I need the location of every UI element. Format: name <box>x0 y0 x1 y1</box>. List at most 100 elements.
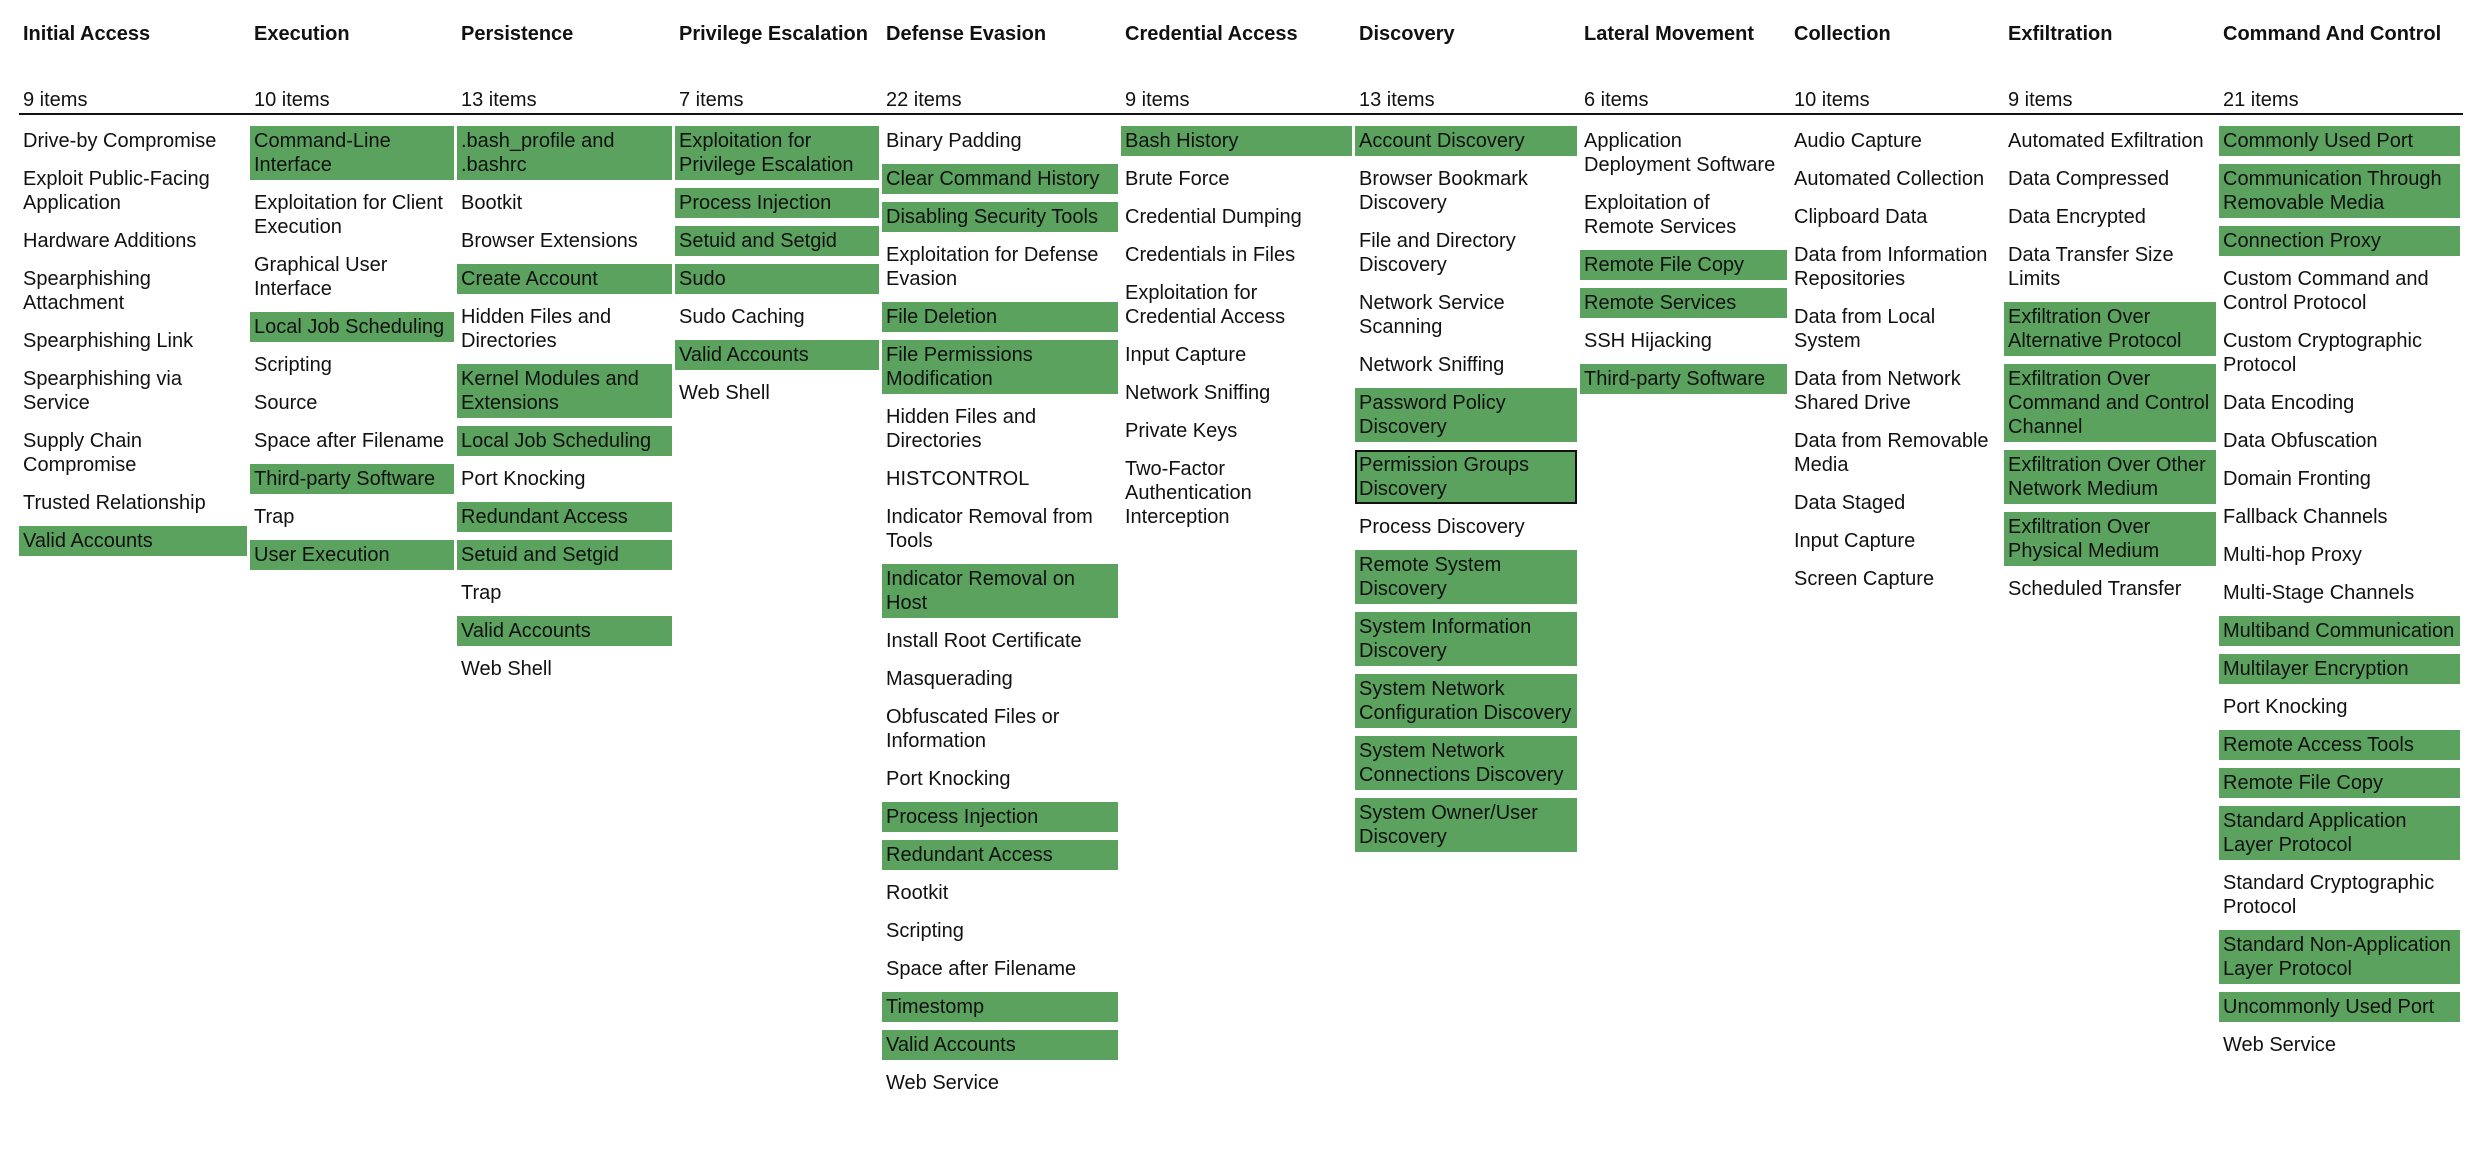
technique-cell[interactable]: Port Knocking <box>461 468 586 490</box>
technique-cell[interactable]: Exploit Public-Facing Application <box>23 168 210 214</box>
technique-cell[interactable]: Web Shell <box>461 658 552 680</box>
technique-cell[interactable]: Exfiltration Over Other Network Medium <box>2004 450 2216 504</box>
technique-cell[interactable]: Exfiltration Over Command and Control Ch… <box>2004 364 2216 442</box>
technique-cell[interactable]: Data Transfer Size Limits <box>2008 244 2174 290</box>
technique-cell[interactable]: Data Staged <box>1794 492 1906 514</box>
technique-cell[interactable]: Source <box>254 392 318 414</box>
technique-cell[interactable]: Third-party Software <box>1580 364 1787 394</box>
technique-cell[interactable]: Valid Accounts <box>882 1030 1118 1060</box>
technique-cell[interactable]: System Information Discovery <box>1355 612 1577 666</box>
technique-cell[interactable]: Trusted Relationship <box>23 492 206 514</box>
technique-cell[interactable]: Sudo <box>675 264 879 294</box>
technique-cell[interactable]: Local Job Scheduling <box>250 312 454 342</box>
technique-cell[interactable]: Remote Services <box>1580 288 1787 318</box>
technique-cell[interactable]: Install Root Certificate <box>886 630 1082 652</box>
technique-cell[interactable]: Communication Through Removable Media <box>2219 164 2460 218</box>
technique-cell[interactable]: Multi-hop Proxy <box>2223 544 2362 566</box>
technique-cell[interactable]: Clear Command History <box>882 164 1118 194</box>
technique-cell[interactable]: Kernel Modules and Extensions <box>457 364 672 418</box>
technique-cell[interactable]: File and Directory Discovery <box>1359 230 1516 276</box>
technique-cell[interactable]: Binary Padding <box>886 130 1022 152</box>
technique-cell[interactable]: Audio Capture <box>1794 130 1922 152</box>
technique-cell[interactable]: Credentials in Files <box>1125 244 1296 266</box>
technique-cell[interactable]: Password Policy Discovery <box>1355 388 1577 442</box>
technique-cell[interactable]: System Network Connections Discovery <box>1355 736 1577 790</box>
technique-cell[interactable]: Permission Groups Discovery <box>1355 450 1577 504</box>
technique-cell[interactable]: Obfuscated Files or Information <box>886 706 1060 752</box>
technique-cell[interactable]: Application Deployment Software <box>1584 130 1776 176</box>
technique-cell[interactable]: Hardware Additions <box>23 230 197 252</box>
technique-cell[interactable]: .bash_profile and .bashrc <box>457 126 672 180</box>
technique-cell[interactable]: Two-Factor Authentication Interception <box>1125 458 1252 528</box>
technique-cell[interactable]: Command-Line Interface <box>250 126 454 180</box>
technique-cell[interactable]: Network Sniffing <box>1359 354 1505 376</box>
technique-cell[interactable]: Process Discovery <box>1359 516 1525 538</box>
technique-cell[interactable]: Bootkit <box>461 192 523 214</box>
technique-cell[interactable]: Indicator Removal from Tools <box>886 506 1093 552</box>
technique-cell[interactable]: Supply Chain Compromise <box>23 430 142 476</box>
technique-cell[interactable]: Hidden Files and Directories <box>886 406 1037 452</box>
technique-cell[interactable]: Commonly Used Port <box>2219 126 2460 156</box>
technique-cell[interactable]: Multiband Communication <box>2219 616 2460 646</box>
technique-cell[interactable]: Setuid and Setgid <box>675 226 879 256</box>
technique-cell[interactable]: File Permissions Modification <box>882 340 1118 394</box>
technique-cell[interactable]: File Deletion <box>882 302 1118 332</box>
technique-cell[interactable]: User Execution <box>250 540 454 570</box>
technique-cell[interactable]: Private Keys <box>1125 420 1238 442</box>
technique-cell[interactable]: Input Capture <box>1125 344 1247 366</box>
technique-cell[interactable]: Spearphishing Link <box>23 330 194 352</box>
technique-cell[interactable]: Remote System Discovery <box>1355 550 1577 604</box>
technique-cell[interactable]: Automated Exfiltration <box>2008 130 2204 152</box>
technique-cell[interactable]: Domain Fronting <box>2223 468 2371 490</box>
technique-cell[interactable]: Sudo Caching <box>679 306 805 328</box>
technique-cell[interactable]: Exploitation for Client Execution <box>254 192 443 238</box>
technique-cell[interactable]: Data Encrypted <box>2008 206 2146 228</box>
technique-cell[interactable]: Data Compressed <box>2008 168 2170 190</box>
technique-cell[interactable]: Disabling Security Tools <box>882 202 1118 232</box>
technique-cell[interactable]: System Network Configuration Discovery <box>1355 674 1577 728</box>
technique-cell[interactable]: Remote Access Tools <box>2219 730 2460 760</box>
technique-cell[interactable]: Multi-Stage Channels <box>2223 582 2415 604</box>
technique-cell[interactable]: Browser Extensions <box>461 230 638 252</box>
technique-cell[interactable]: Valid Accounts <box>675 340 879 370</box>
technique-cell[interactable]: Graphical User Interface <box>254 254 388 300</box>
technique-cell[interactable]: Data Obfuscation <box>2223 430 2378 452</box>
technique-cell[interactable]: Brute Force <box>1125 168 1230 190</box>
technique-cell[interactable]: Data Encoding <box>2223 392 2355 414</box>
technique-cell[interactable]: Web Shell <box>679 382 770 404</box>
technique-cell[interactable]: Create Account <box>457 264 672 294</box>
technique-cell[interactable]: Local Job Scheduling <box>457 426 672 456</box>
technique-cell[interactable]: Drive-by Compromise <box>23 130 217 152</box>
technique-cell[interactable]: Data from Local System <box>1794 306 1936 352</box>
technique-cell[interactable]: Input Capture <box>1794 530 1916 552</box>
technique-cell[interactable]: Port Knocking <box>2223 696 2348 718</box>
technique-cell[interactable]: Clipboard Data <box>1794 206 1928 228</box>
technique-cell[interactable]: Uncommonly Used Port <box>2219 992 2460 1022</box>
technique-cell[interactable]: Screen Capture <box>1794 568 1935 590</box>
technique-cell[interactable]: Valid Accounts <box>457 616 672 646</box>
technique-cell[interactable]: Hidden Files and Directories <box>461 306 612 352</box>
technique-cell[interactable]: Automated Collection <box>1794 168 1985 190</box>
technique-cell[interactable]: Standard Application Layer Protocol <box>2219 806 2460 860</box>
technique-cell[interactable]: Space after Filename <box>254 430 445 452</box>
technique-cell[interactable]: Exploitation for Defense Evasion <box>886 244 1099 290</box>
technique-cell[interactable]: Scripting <box>886 920 964 942</box>
technique-cell[interactable]: Network Service Scanning <box>1359 292 1505 338</box>
technique-cell[interactable]: Space after Filename <box>886 958 1077 980</box>
technique-cell[interactable]: Exploitation for Credential Access <box>1125 282 1286 328</box>
technique-cell[interactable]: HISTCONTROL <box>886 468 1030 490</box>
technique-cell[interactable]: Bash History <box>1121 126 1352 156</box>
technique-cell[interactable]: Connection Proxy <box>2219 226 2460 256</box>
technique-cell[interactable]: Exfiltration Over Alternative Protocol <box>2004 302 2216 356</box>
technique-cell[interactable]: Custom Cryptographic Protocol <box>2223 330 2422 376</box>
technique-cell[interactable]: Rootkit <box>886 882 949 904</box>
technique-cell[interactable]: Standard Cryptographic Protocol <box>2223 872 2435 918</box>
technique-cell[interactable]: Spearphishing via Service <box>23 368 182 414</box>
technique-cell[interactable]: Scheduled Transfer <box>2008 578 2182 600</box>
technique-cell[interactable]: Account Discovery <box>1355 126 1577 156</box>
technique-cell[interactable]: Data from Removable Media <box>1794 430 1989 476</box>
technique-cell[interactable]: Custom Command and Control Protocol <box>2223 268 2429 314</box>
technique-cell[interactable]: Redundant Access <box>882 840 1118 870</box>
technique-cell[interactable]: Standard Non-Application Layer Protocol <box>2219 930 2460 984</box>
technique-cell[interactable]: Process Injection <box>675 188 879 218</box>
